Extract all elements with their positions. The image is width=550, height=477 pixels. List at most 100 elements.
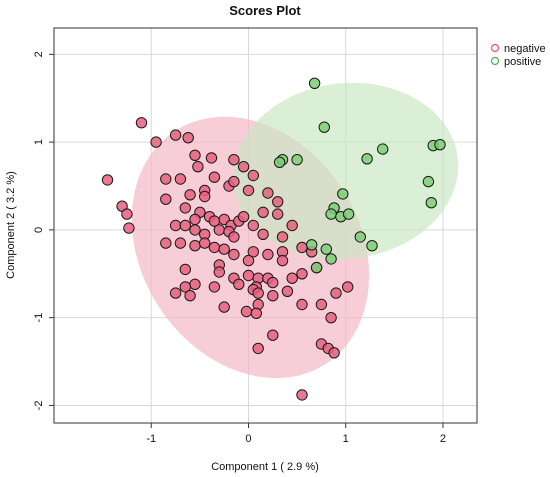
positive-point bbox=[318, 121, 330, 133]
negative-point bbox=[233, 278, 245, 290]
positive-point bbox=[308, 77, 321, 90]
x-tick-label: 0 bbox=[245, 433, 251, 445]
negative-point bbox=[276, 254, 289, 267]
negative-point bbox=[199, 237, 211, 249]
negative-point bbox=[325, 312, 337, 324]
negative-point bbox=[237, 211, 250, 223]
negative-point bbox=[242, 184, 255, 197]
negative-point bbox=[267, 329, 279, 341]
negative-point bbox=[189, 240, 201, 252]
negative-point bbox=[250, 307, 262, 319]
negative-point bbox=[262, 248, 274, 261]
y-tick-label: 0 bbox=[33, 227, 45, 233]
positive-point bbox=[306, 239, 318, 251]
negative-point bbox=[101, 174, 114, 186]
positive-point bbox=[310, 261, 323, 274]
positive-point bbox=[325, 253, 337, 265]
negative-point bbox=[213, 224, 226, 236]
negative-point bbox=[247, 219, 260, 232]
plot-frame bbox=[53, 27, 478, 424]
negative-point bbox=[267, 276, 279, 289]
negative-point bbox=[184, 290, 196, 302]
negative-point bbox=[296, 268, 308, 280]
negative-point bbox=[169, 129, 182, 141]
y-tick-label: 2 bbox=[33, 51, 45, 57]
x-axis: -1 0 1 2 bbox=[146, 423, 446, 445]
negative-point bbox=[252, 342, 264, 355]
negative-point bbox=[281, 285, 294, 297]
negative-point bbox=[218, 243, 230, 255]
legend-label-positive: positive bbox=[504, 56, 541, 68]
positive-point bbox=[342, 208, 355, 220]
negative-point bbox=[189, 224, 201, 236]
legend-label-negative: negative bbox=[504, 43, 546, 55]
legend-marker-positive bbox=[490, 56, 500, 66]
negative-point bbox=[272, 208, 284, 220]
negative-point bbox=[182, 132, 194, 144]
negative-point bbox=[247, 246, 260, 258]
score-points bbox=[101, 77, 446, 401]
negative-point bbox=[179, 263, 192, 276]
negative-point bbox=[286, 272, 298, 284]
negative-point bbox=[257, 228, 269, 241]
negative-point bbox=[228, 248, 240, 261]
negative-point bbox=[174, 173, 187, 185]
negative-point bbox=[242, 269, 255, 282]
positive-ellipse bbox=[233, 82, 459, 260]
x-tick-label: -1 bbox=[146, 433, 156, 445]
positive-point bbox=[320, 243, 332, 255]
negative-point bbox=[315, 298, 328, 311]
negative-point bbox=[192, 161, 204, 173]
positive-point bbox=[273, 156, 286, 169]
negative-point bbox=[184, 189, 196, 201]
legend-marker-negative bbox=[490, 43, 500, 53]
positive-point bbox=[434, 139, 446, 151]
y-axis: -2 -1 0 1 2 bbox=[33, 51, 54, 410]
negative-point bbox=[276, 231, 289, 243]
negative-point bbox=[208, 241, 221, 254]
negative-point bbox=[342, 281, 354, 293]
negative-point bbox=[228, 154, 240, 166]
negative-point bbox=[218, 301, 230, 313]
negative-point bbox=[179, 202, 192, 214]
y-tick-label: -1 bbox=[33, 313, 45, 323]
negative-point bbox=[208, 281, 221, 293]
positive-point bbox=[366, 240, 378, 252]
negative-point bbox=[179, 219, 192, 232]
negative-point bbox=[252, 287, 264, 299]
negative-point bbox=[160, 237, 172, 249]
negative-point bbox=[189, 149, 201, 162]
positive-point bbox=[425, 197, 437, 209]
negative-point bbox=[296, 241, 308, 254]
negative-point bbox=[267, 290, 279, 302]
negative-point bbox=[150, 136, 162, 148]
negative-point bbox=[228, 231, 240, 243]
negative-point bbox=[296, 298, 308, 311]
x-axis-title: Component 1 ( 2.9 %) bbox=[211, 461, 319, 473]
negative-point bbox=[135, 117, 148, 129]
negative-point bbox=[189, 213, 201, 226]
y-tick-label: 1 bbox=[33, 139, 45, 145]
negative-point bbox=[296, 389, 308, 401]
y-axis-title: Component 2 ( 3.2 %) bbox=[5, 171, 17, 279]
negative-point bbox=[208, 171, 221, 183]
negative-point bbox=[174, 237, 187, 249]
x-tick-label: 1 bbox=[343, 433, 349, 445]
negative-point bbox=[330, 287, 342, 299]
negative-point bbox=[240, 305, 253, 318]
negative-point bbox=[205, 152, 218, 164]
negative-point bbox=[257, 206, 269, 219]
positive-point bbox=[422, 175, 435, 188]
negative-point bbox=[213, 266, 226, 278]
positive-point bbox=[354, 231, 366, 243]
negative-point bbox=[328, 347, 340, 359]
negative-point bbox=[237, 161, 250, 173]
positive-point bbox=[325, 208, 337, 220]
negative-point bbox=[262, 187, 274, 199]
positive-point bbox=[377, 143, 389, 155]
negative-point bbox=[121, 208, 133, 220]
negative-point bbox=[179, 281, 192, 293]
negative-point bbox=[169, 219, 182, 232]
